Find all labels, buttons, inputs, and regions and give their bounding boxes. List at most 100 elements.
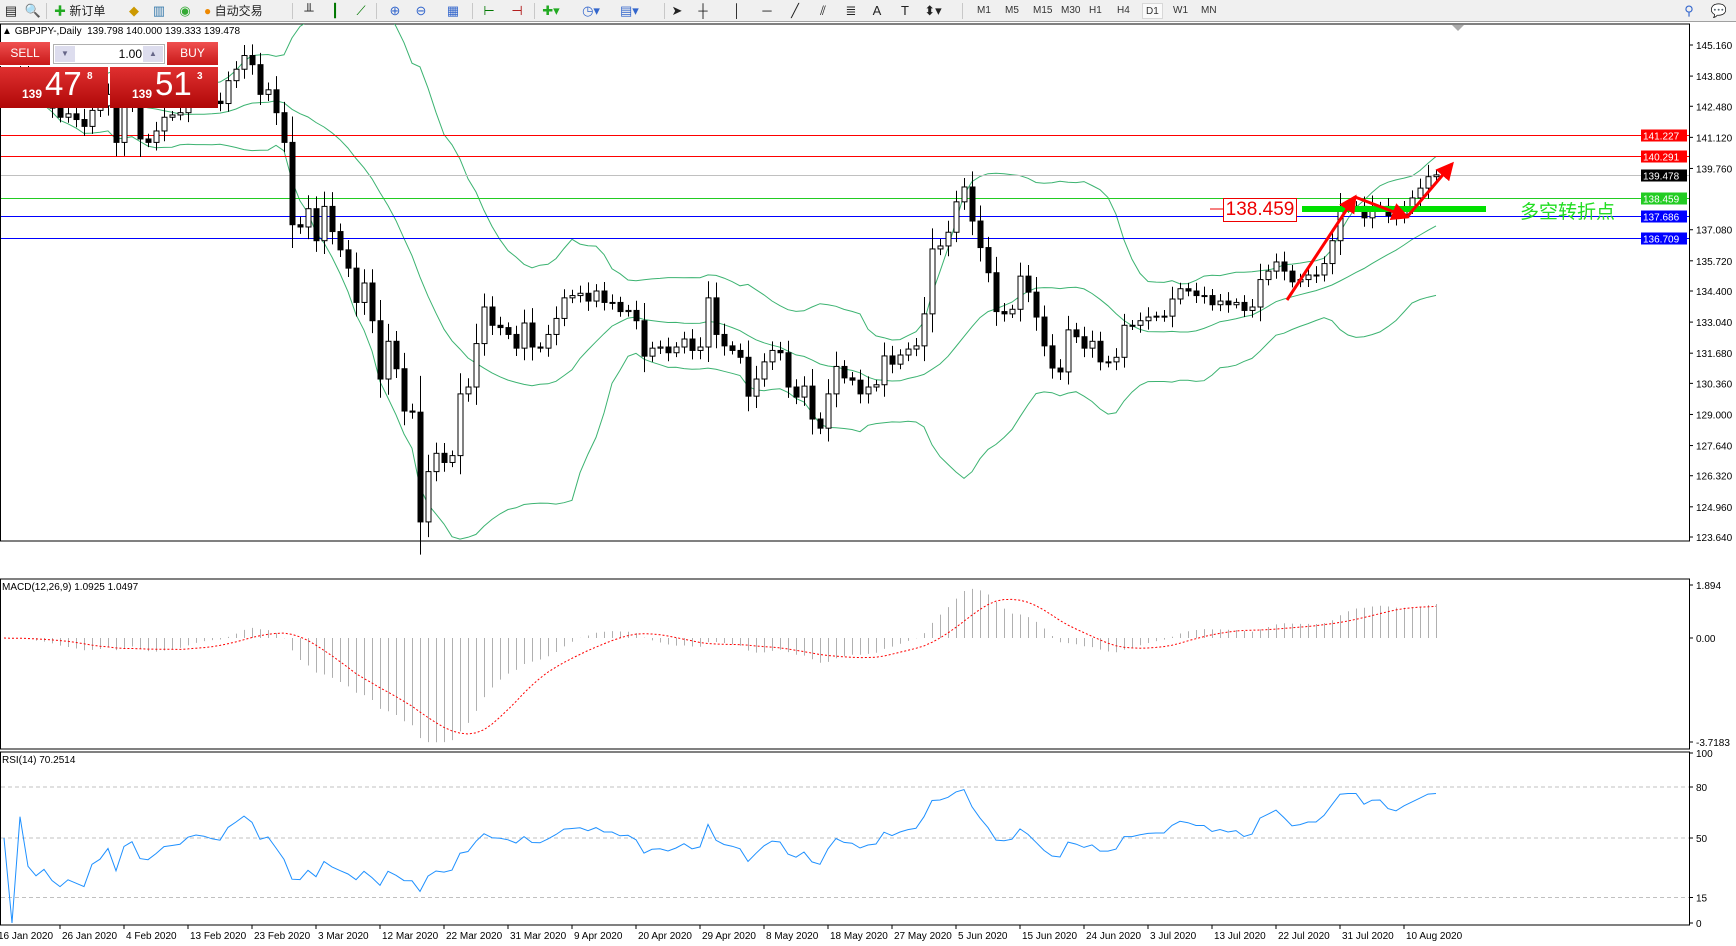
price-axis-label: 126.320 (1696, 472, 1733, 483)
new-order-button[interactable]: ✚ 新订单 (54, 2, 105, 20)
horizontal-line-icon[interactable]: ─ (762, 3, 772, 18)
bullish-candle (897, 354, 904, 365)
bid-price-tag (1641, 169, 1687, 182)
lot-size-input[interactable]: 1.00 (118, 47, 142, 61)
pivot-annotation-text[interactable]: 多空转折点 (1520, 201, 1616, 223)
bullish-candle (161, 116, 168, 132)
timeframe-m5[interactable]: M5 (1005, 5, 1019, 16)
timeframe-h1[interactable]: H1 (1089, 5, 1102, 16)
price-axis-label: 124.960 (1696, 503, 1733, 514)
bearish-candle (1209, 295, 1216, 306)
tile-windows-icon[interactable]: ▦ (446, 3, 460, 18)
buy-button[interactable]: BUY (167, 42, 218, 66)
auto-trade-button[interactable]: ● 自动交易 (204, 2, 263, 20)
bullish-candle (1121, 324, 1128, 358)
timeframe-m1[interactable]: M1 (977, 5, 991, 16)
date-axis-label: 13 Feb 2020 (190, 931, 247, 942)
timeframe-mn[interactable]: MN (1201, 5, 1217, 16)
bearish-candle (617, 301, 624, 313)
rsi-axis-label: 50 (1696, 834, 1708, 845)
bearish-candle (353, 267, 360, 303)
lot-size-stepper[interactable]: ▼ 1.00 ▲ (53, 44, 165, 64)
timeframe-m30[interactable]: M30 (1061, 5, 1081, 16)
bearish-candle (1081, 336, 1088, 349)
fibonacci-icon[interactable]: ≣ (845, 3, 857, 18)
timeframe-w1[interactable]: W1 (1173, 5, 1188, 16)
bearish-candle (489, 306, 496, 326)
bearish-candle (57, 107, 64, 118)
bearish-candle (409, 410, 416, 413)
timeframe-h4[interactable]: H4 (1117, 5, 1130, 16)
buy-price-box[interactable]: 139 51 3 (110, 65, 218, 108)
zoom-out-icon[interactable]: ⊖ (415, 3, 427, 18)
bullish-candle (1105, 361, 1112, 364)
collapse-icon[interactable]: ▲ (2, 26, 12, 37)
bearish-candle (345, 249, 352, 269)
indicators-icon[interactable]: ✚▾ (542, 3, 560, 18)
bar-chart-icon[interactable]: ╨ (304, 3, 314, 18)
bullish-candle (1017, 275, 1024, 310)
new-order-label: 新订单 (69, 4, 106, 18)
bearish-candle (497, 324, 504, 329)
book-icon[interactable]: ◆ (129, 3, 139, 18)
bullish-candle (321, 205, 328, 242)
bullish-candle (825, 393, 832, 429)
candlestick-icon[interactable]: ┃ (331, 3, 339, 18)
increase-lot-icon[interactable]: ▲ (143, 46, 163, 62)
zoom-window-icon[interactable]: 🔍 (24, 3, 42, 18)
bollinger-lower-band (3, 80, 1437, 540)
bearish-candle (1041, 316, 1048, 347)
search-icon[interactable]: ⚲ (1684, 3, 1694, 18)
cursor-icon[interactable]: ➤ (671, 3, 683, 18)
bearish-candle (817, 418, 824, 429)
chat-icon[interactable]: 💬 (1710, 3, 1728, 18)
pivot-price-label[interactable]: 138.459 (1223, 198, 1297, 222)
bearish-candle (537, 346, 544, 349)
decrease-lot-icon[interactable]: ▼ (55, 46, 75, 62)
toolbar-divider (962, 3, 963, 19)
templates-icon[interactable]: ▤▾ (620, 3, 639, 18)
bullish-candle (465, 386, 472, 395)
bullish-candle (1233, 301, 1240, 306)
date-axis-label: 31 Mar 2020 (510, 931, 567, 942)
bullish-candle (1129, 324, 1136, 327)
sell-price-box[interactable]: 139 47 8 (0, 65, 108, 108)
new-chart-icon[interactable]: ▤ (4, 3, 18, 18)
arrows-icon[interactable]: ⬍▾ (924, 3, 942, 18)
bearish-candle (889, 355, 896, 365)
chart-header: ▲ GBPJPY-,Daily 139.798 140.000 139.333 … (2, 26, 240, 37)
sell-button[interactable]: SELL (0, 42, 50, 66)
price-axis-label: 130.360 (1696, 379, 1733, 390)
periods-icon[interactable]: ◷▾ (582, 3, 600, 18)
date-axis-label: 29 Apr 2020 (702, 931, 756, 942)
macd-signal-line (3, 598, 1437, 735)
text-icon[interactable]: A (872, 3, 882, 18)
chart-shift-icon[interactable]: ⊣ (511, 3, 523, 18)
bullish-candle (609, 301, 616, 304)
timeframe-m15[interactable]: M15 (1033, 5, 1053, 16)
zoom-in-icon[interactable]: ⊕ (389, 3, 401, 18)
channel-icon[interactable]: ⫽ (820, 3, 826, 18)
bearish-candle (1185, 288, 1192, 292)
crosshair-icon[interactable]: ┼ (698, 3, 708, 18)
history-icon[interactable]: ▥ (152, 3, 166, 18)
bearish-candle (217, 100, 224, 105)
bullish-candle (705, 297, 712, 348)
bearish-candle (809, 385, 816, 420)
vertical-line-icon[interactable]: │ (732, 3, 742, 18)
date-axis-label: 10 Aug 2020 (1406, 931, 1463, 942)
rsi-axis-label: 100 (1696, 749, 1713, 760)
trendline-icon[interactable]: ╱ (791, 3, 799, 18)
bullish-candle (305, 208, 312, 228)
bullish-candle (697, 346, 704, 351)
text-label-icon[interactable]: T (901, 3, 909, 18)
bullish-candle (1137, 320, 1144, 326)
autoscroll-icon[interactable]: ⊢ (483, 3, 495, 18)
line-chart-icon[interactable]: ⟋ (356, 3, 366, 18)
timeframe-d1[interactable]: D1 (1142, 3, 1163, 19)
bullish-candle (1425, 176, 1432, 189)
signal-icon[interactable]: ◉ (179, 3, 191, 18)
bullish-candle (953, 201, 960, 233)
toolbar-divider (534, 3, 535, 19)
